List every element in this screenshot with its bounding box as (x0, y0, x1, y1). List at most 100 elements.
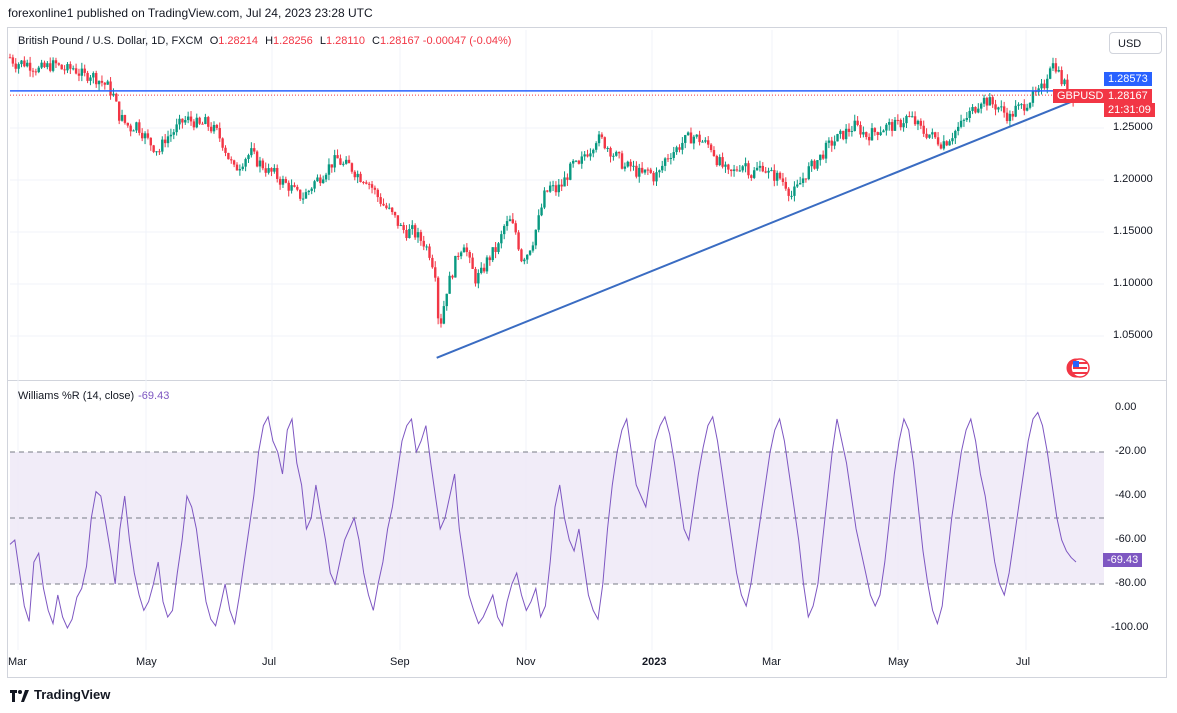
candle-body (40, 62, 43, 68)
candle-body (192, 121, 196, 128)
footer-brand[interactable]: TradingView (10, 687, 110, 702)
candle-body (551, 185, 555, 187)
candle-body (497, 243, 500, 252)
candle-body (89, 77, 92, 81)
candle-body (821, 154, 825, 159)
candle-body (704, 140, 707, 142)
candle-body (612, 155, 615, 157)
candle-body (373, 187, 377, 190)
candle-body (396, 215, 400, 226)
candle-body (140, 132, 144, 139)
candle-body (678, 147, 681, 150)
candle-body (517, 232, 520, 250)
candle-body (922, 125, 925, 134)
candle-body (908, 115, 911, 117)
us-flag-icon[interactable] (1066, 358, 1094, 378)
pane-separator[interactable] (8, 380, 1166, 381)
candle-body (399, 225, 402, 227)
candle-body (695, 134, 698, 137)
candle-body (911, 116, 914, 118)
candle-body (198, 117, 201, 124)
candle-body (376, 189, 379, 198)
candle-body (186, 116, 190, 121)
candle-body (859, 124, 862, 135)
candle-body (566, 177, 569, 180)
candle-body (571, 160, 575, 164)
candle-body (698, 134, 701, 143)
candle-body (867, 136, 871, 141)
candle-body (146, 133, 150, 138)
candle-body (913, 116, 917, 125)
low-label: L (319, 35, 326, 47)
candle-body (965, 117, 969, 120)
candle-body (839, 130, 842, 135)
candle-body (531, 245, 535, 251)
candle-body (135, 122, 138, 131)
candle-body (931, 132, 934, 135)
symbol-name: British Pound / U.S. Dollar, 1D, FXCM (18, 35, 203, 47)
symbol-legend[interactable]: British Pound / U.S. Dollar, 1D, FXCM O1… (18, 35, 511, 47)
candle-body (830, 140, 833, 146)
time-tick-label: Mar (8, 656, 27, 668)
candle-body (112, 93, 115, 96)
candle-body (284, 179, 288, 183)
candle-body (347, 159, 351, 164)
candle-body (974, 107, 977, 113)
candle-body (442, 306, 446, 324)
candle-body (253, 148, 256, 152)
price-tick-label: 1.05000 (1113, 329, 1153, 341)
high-label: H (265, 35, 274, 47)
candle-body (528, 250, 532, 255)
candle-body (296, 186, 299, 190)
candle-body (819, 154, 822, 161)
candle-body (227, 152, 230, 160)
time-tick-label: Jul (262, 656, 277, 668)
candle-body (94, 73, 98, 85)
candle-body (635, 165, 638, 177)
candle-body (663, 158, 667, 166)
candle-body (178, 118, 181, 125)
candle-body (865, 132, 868, 137)
candle-body (833, 141, 836, 146)
low-value: 1.28110 (325, 35, 365, 47)
close-label: C (372, 35, 380, 47)
candle-body (554, 185, 558, 193)
candle-body (1057, 70, 1060, 72)
candle-body (1014, 105, 1017, 117)
price-tick-label: 1.25000 (1113, 121, 1153, 133)
candle-body (707, 140, 710, 145)
price-tick-label: 1.10000 (1113, 277, 1153, 289)
candle-body (1011, 113, 1014, 117)
candle-body (169, 134, 173, 137)
candle-body (744, 163, 747, 167)
candle-body (28, 62, 32, 71)
candle-body (758, 165, 762, 168)
candle-body (781, 178, 785, 182)
candle-body (784, 181, 787, 189)
candle-body (899, 119, 902, 128)
currency-button[interactable]: USD (1109, 32, 1162, 54)
candle-body (209, 126, 213, 132)
candle-body (264, 168, 267, 173)
indicator-legend[interactable]: Williams %R (14, close) -69.43 (18, 390, 169, 402)
candle-body (850, 130, 854, 132)
candle-body (83, 68, 86, 73)
price-lines (10, 90, 1104, 359)
candle-body (569, 163, 572, 180)
candle-body (350, 163, 354, 172)
last-price-tag: 1.28167 (1104, 89, 1152, 103)
candle-body (793, 186, 796, 196)
candle-body (468, 252, 471, 258)
candle-body (428, 246, 431, 258)
candle-body (359, 173, 362, 183)
candle-body (344, 159, 348, 164)
candle-body (606, 147, 609, 149)
candle-body (324, 174, 328, 180)
candle-body (827, 140, 831, 143)
candle-body (1025, 107, 1029, 111)
candle-body (161, 139, 164, 152)
candle-body (669, 157, 673, 159)
candle-body (525, 254, 529, 260)
candle-body (390, 207, 394, 212)
